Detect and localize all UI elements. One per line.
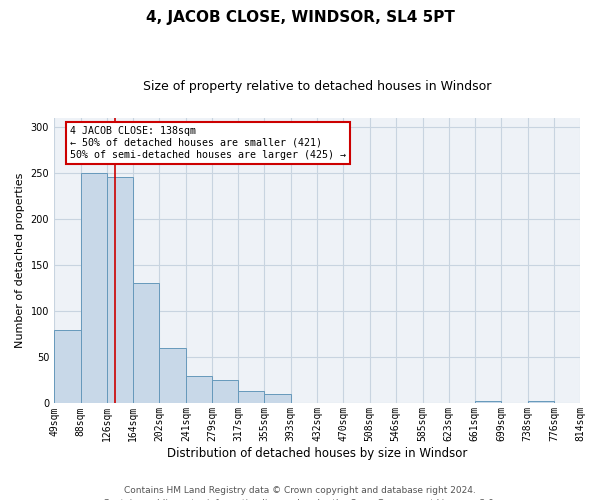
Bar	[528, 400, 554, 404]
Bar	[475, 400, 501, 404]
Bar	[238, 392, 265, 404]
Bar	[133, 282, 159, 404]
Text: Contains public sector information licensed under the Open Government Licence v3: Contains public sector information licen…	[103, 498, 497, 500]
Bar	[212, 380, 238, 404]
X-axis label: Distribution of detached houses by size in Windsor: Distribution of detached houses by size …	[167, 447, 467, 460]
Bar	[186, 376, 212, 404]
Bar	[107, 176, 133, 404]
Title: Size of property relative to detached houses in Windsor: Size of property relative to detached ho…	[143, 80, 491, 93]
Bar	[159, 348, 186, 404]
Text: 4 JACOB CLOSE: 138sqm
← 50% of detached houses are smaller (421)
50% of semi-det: 4 JACOB CLOSE: 138sqm ← 50% of detached …	[70, 126, 346, 160]
Bar	[54, 330, 81, 404]
Bar	[265, 394, 290, 404]
Text: Contains HM Land Registry data © Crown copyright and database right 2024.: Contains HM Land Registry data © Crown c…	[124, 486, 476, 495]
Text: 4, JACOB CLOSE, WINDSOR, SL4 5PT: 4, JACOB CLOSE, WINDSOR, SL4 5PT	[146, 10, 454, 25]
Y-axis label: Number of detached properties: Number of detached properties	[15, 173, 25, 348]
Bar	[81, 173, 107, 404]
